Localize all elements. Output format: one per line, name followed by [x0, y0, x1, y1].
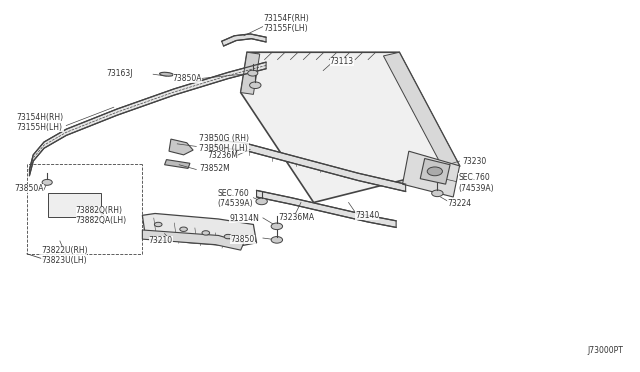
Text: 73236MA: 73236MA [278, 214, 314, 222]
Circle shape [42, 179, 52, 185]
Text: SEC.760
(74539A): SEC.760 (74539A) [217, 189, 253, 208]
Polygon shape [241, 52, 460, 202]
Text: 91314N: 91314N [229, 215, 259, 224]
Polygon shape [169, 139, 193, 155]
Text: J73000PT: J73000PT [588, 346, 623, 355]
Polygon shape [383, 52, 460, 170]
Polygon shape [49, 193, 101, 217]
Text: 73850I: 73850I [230, 235, 257, 244]
Polygon shape [142, 214, 257, 247]
Text: SEC.760
(74539A): SEC.760 (74539A) [458, 173, 494, 193]
Circle shape [431, 190, 443, 197]
Polygon shape [257, 190, 396, 227]
Circle shape [224, 234, 232, 239]
Text: 73113: 73113 [330, 57, 354, 65]
Polygon shape [142, 230, 244, 250]
Text: 73852M: 73852M [200, 164, 230, 173]
Text: 73230: 73230 [463, 157, 487, 166]
Circle shape [202, 231, 210, 235]
Text: 73210: 73210 [148, 236, 173, 245]
Circle shape [428, 167, 442, 176]
Text: 73163J: 73163J [106, 69, 132, 78]
Text: 73822U(RH)
73823U(LH): 73822U(RH) 73823U(LH) [41, 246, 88, 265]
Circle shape [256, 198, 268, 205]
Text: 73154F(RH)
73155F(LH): 73154F(RH) 73155F(LH) [263, 14, 308, 33]
Text: 73850A: 73850A [14, 184, 44, 193]
Text: 73B50G (RH)
73B50H (LH): 73B50G (RH) 73B50H (LH) [200, 134, 250, 153]
Circle shape [154, 222, 162, 227]
Text: 73236M: 73236M [207, 151, 238, 160]
Polygon shape [403, 151, 460, 197]
Circle shape [250, 82, 261, 89]
Text: 73850A: 73850A [173, 74, 202, 83]
Text: 73224: 73224 [447, 199, 471, 208]
Circle shape [271, 223, 283, 230]
Text: 73882Q(RH)
73882QA(LH): 73882Q(RH) 73882QA(LH) [76, 206, 127, 225]
Ellipse shape [159, 72, 173, 76]
Polygon shape [164, 160, 190, 169]
Text: 73154H(RH)
73155H(LH): 73154H(RH) 73155H(LH) [17, 113, 64, 132]
Circle shape [271, 237, 283, 243]
Polygon shape [241, 52, 260, 94]
Polygon shape [221, 34, 266, 46]
Polygon shape [420, 158, 450, 184]
Circle shape [248, 70, 258, 76]
Circle shape [180, 227, 188, 231]
Polygon shape [215, 140, 406, 192]
Polygon shape [29, 62, 266, 176]
Text: 73140: 73140 [355, 211, 379, 220]
